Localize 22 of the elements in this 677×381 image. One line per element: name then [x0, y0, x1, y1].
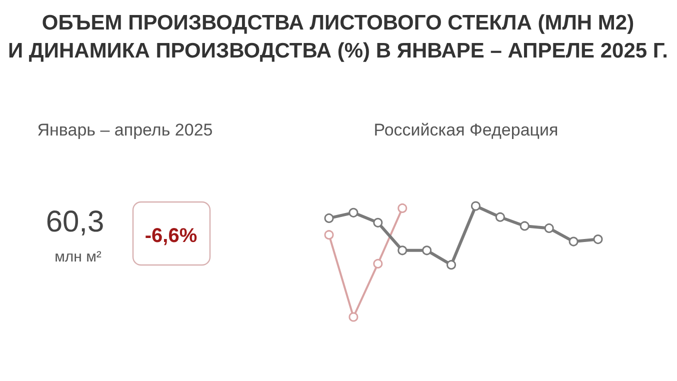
text: Январь – апрель 2025 [37, 120, 213, 140]
text: -6,6% [144, 225, 198, 247]
point [422, 246, 432, 256]
point [398, 246, 408, 256]
point [348, 208, 358, 218]
point [398, 203, 408, 213]
text: 60,3 [46, 206, 104, 238]
point [324, 213, 334, 223]
text: млн м² [54, 248, 102, 266]
chart-title: ОБЪЕМ ПРОИЗВОДСТВА ЛИСТОВОГО СТЕКЛА (МЛН М2) И ДИНАМИКА ПРОИЗВОДСТВА (%) В ЯНВАРЕ – АПРЕЛЕ 2025 Г. [8, 12, 668, 62]
point [324, 230, 334, 240]
point [348, 312, 358, 322]
point [593, 234, 603, 244]
point [470, 201, 480, 211]
chart-subtitle: Российская Федерация [374, 120, 558, 140]
point [544, 223, 554, 233]
point [373, 218, 383, 228]
point [568, 236, 578, 246]
point [520, 221, 530, 231]
point [446, 260, 456, 270]
point [373, 258, 383, 268]
point [495, 212, 505, 222]
